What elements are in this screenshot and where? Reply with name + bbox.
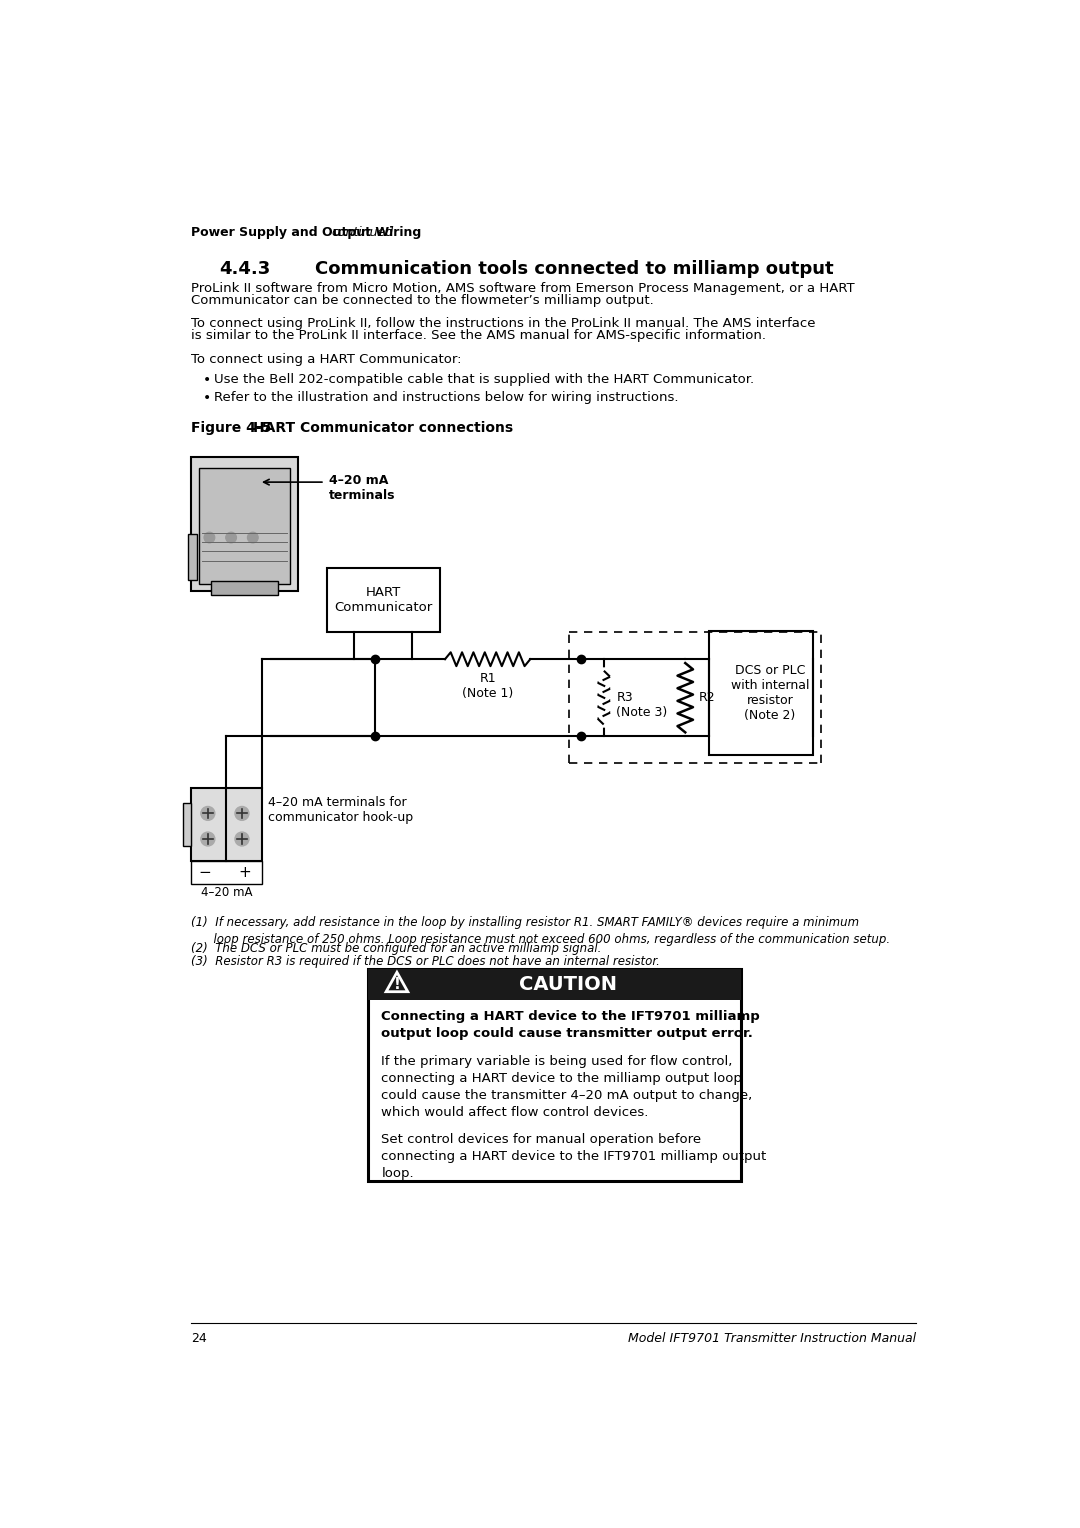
Text: 4.4.3: 4.4.3	[218, 260, 270, 278]
Text: Power Supply and Output Wiring: Power Supply and Output Wiring	[191, 226, 426, 238]
Text: Model IFT9701 Transmitter Instruction Manual: Model IFT9701 Transmitter Instruction Ma…	[629, 1332, 916, 1345]
Bar	[327, 568, 440, 631]
Text: R1
(Note 1): R1 (Note 1)	[462, 671, 513, 700]
Text: If the primary variable is being used for flow control,
connecting a HART device: If the primary variable is being used fo…	[381, 1054, 753, 1118]
Text: To connect using a HART Communicator:: To connect using a HART Communicator:	[191, 353, 461, 365]
Text: To connect using ProLink II, follow the instructions in the ProLink II manual. T: To connect using ProLink II, follow the …	[191, 318, 815, 330]
Text: DCS or PLC
with internal
resistor
(Note 2): DCS or PLC with internal resistor (Note …	[731, 665, 809, 723]
Circle shape	[201, 833, 215, 847]
Text: CAUTION: CAUTION	[519, 975, 618, 993]
Text: Connecting a HART device to the IFT9701 milliamp
output loop could cause transmi: Connecting a HART device to the IFT9701 …	[381, 1010, 760, 1041]
Bar	[708, 631, 813, 755]
Text: HART Communicator connections: HART Communicator connections	[253, 420, 513, 434]
Text: •: •	[203, 373, 212, 387]
Text: R3
(Note 3): R3 (Note 3)	[617, 691, 667, 720]
Text: •: •	[203, 391, 212, 405]
Bar	[367, 969, 741, 1181]
Text: !: !	[393, 978, 401, 992]
Text: HART
Communicator: HART Communicator	[335, 585, 432, 614]
Text: Use the Bell 202-compatible cable that is supplied with the HART Communicator.: Use the Bell 202-compatible cable that i…	[214, 373, 754, 385]
Text: (2)  The DCS or PLC must be configured for an active milliamp signal.: (2) The DCS or PLC must be configured fo…	[191, 941, 602, 955]
Bar	[191, 457, 298, 591]
Text: 4–20 mA: 4–20 mA	[201, 886, 253, 898]
Text: (3)  Resistor R3 is required if the DCS or PLC does not have an internal resisto: (3) Resistor R3 is required if the DCS o…	[191, 955, 660, 967]
Text: Figure 4-5: Figure 4-5	[191, 420, 271, 434]
Text: 4–20 mA
terminals: 4–20 mA terminals	[328, 474, 395, 503]
Circle shape	[235, 807, 248, 821]
Circle shape	[247, 532, 258, 542]
Text: 24: 24	[191, 1332, 206, 1345]
Bar	[183, 804, 191, 845]
Circle shape	[226, 532, 237, 542]
Circle shape	[201, 807, 215, 821]
Text: +: +	[239, 865, 252, 880]
Bar	[188, 533, 197, 581]
Text: is similar to the ProLink II interface. See the AMS manual for AMS-specific info: is similar to the ProLink II interface. …	[191, 329, 766, 342]
Text: 4–20 mA terminals for
communicator hook-up: 4–20 mA terminals for communicator hook-…	[268, 796, 414, 824]
Text: Set control devices for manual operation before
connecting a HART device to the : Set control devices for manual operation…	[381, 1132, 767, 1180]
Circle shape	[235, 833, 248, 847]
Bar	[191, 860, 262, 885]
Text: ProLink II software from Micro Motion, AMS software from Emerson Process Managem: ProLink II software from Micro Motion, A…	[191, 283, 854, 295]
Text: −: −	[199, 865, 211, 880]
Circle shape	[204, 532, 215, 542]
Bar	[367, 969, 741, 999]
Text: Refer to the illustration and instructions below for wiring instructions.: Refer to the illustration and instructio…	[214, 391, 678, 405]
Bar	[211, 582, 278, 596]
Text: R2: R2	[699, 691, 716, 704]
Bar	[199, 468, 291, 584]
Bar	[191, 788, 262, 860]
Text: Communication tools connected to milliamp output: Communication tools connected to milliam…	[314, 260, 834, 278]
Text: continued: continued	[332, 226, 394, 238]
Text: (1)  If necessary, add resistance in the loop by installing resistor R1. SMART F: (1) If necessary, add resistance in the …	[191, 917, 890, 946]
Text: Communicator can be connected to the flowmeter’s milliamp output.: Communicator can be connected to the flo…	[191, 293, 653, 307]
